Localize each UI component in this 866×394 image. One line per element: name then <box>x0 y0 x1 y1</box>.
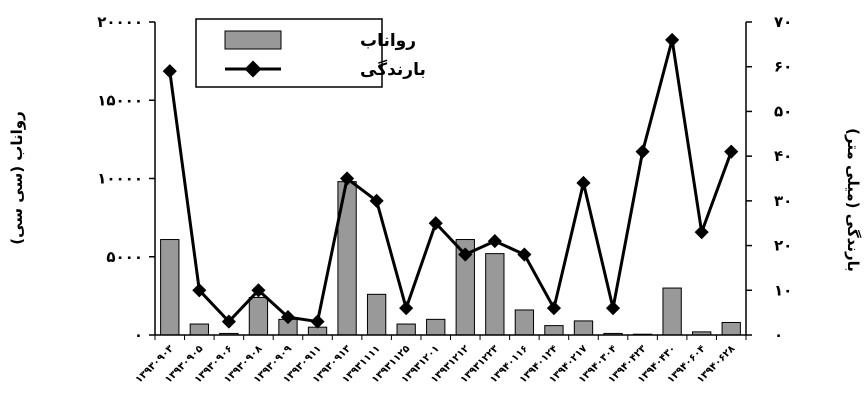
point <box>192 283 207 298</box>
bar <box>160 239 180 336</box>
axis-titles: رواناب (سی سی) بارندگی (میلی متر) <box>8 111 862 272</box>
bar <box>721 321 741 336</box>
legend-line-marker <box>244 60 262 78</box>
right-tick-label: ۶۰ <box>774 58 792 76</box>
point <box>369 193 384 208</box>
point <box>546 301 561 316</box>
point <box>517 247 532 262</box>
point <box>724 144 739 159</box>
right-tick-label: ۲۰ <box>774 237 792 255</box>
point <box>665 32 680 47</box>
point <box>162 64 177 79</box>
right-tick-label: ۱۰ <box>774 281 792 299</box>
point <box>635 144 650 159</box>
left-tick-label: ۱۵۰۰۰ <box>97 91 143 109</box>
point <box>340 171 355 186</box>
x-axis-ticks: ۱۳۹۳۰۹۰۳۱۳۹۳۰۹۰۵۱۳۹۳۰۹۰۶۱۳۹۳۰۹۰۸۱۳۹۳۰۹۰۹… <box>134 343 738 385</box>
legend-bar-swatch <box>224 30 282 50</box>
point <box>221 314 236 329</box>
point <box>694 225 709 240</box>
right-axis-ticks: ۰ ۱۰ ۲۰ ۳۰ ۴۰ ۵۰ ۶۰ ۷۰ <box>746 13 792 344</box>
right-tick-label: ۷۰ <box>774 13 792 31</box>
point <box>458 247 473 262</box>
series-line <box>168 39 733 324</box>
line-series <box>162 32 739 329</box>
bar <box>514 309 535 336</box>
point <box>576 175 591 191</box>
right-tick-label: ۵۰ <box>774 102 792 120</box>
left-axis-title: رواناب (سی سی) <box>8 111 26 244</box>
legend-box <box>195 18 383 88</box>
left-axis-ticks: ۰ ۵۰۰۰ ۱۰۰۰۰ ۱۵۰۰۰ ۲۰۰۰۰ <box>97 13 155 344</box>
bar <box>189 323 209 336</box>
point <box>428 216 443 231</box>
left-tick-label: ۱۰۰۰۰ <box>97 170 143 188</box>
right-tick-label: ۰ <box>774 326 783 344</box>
point <box>605 301 621 316</box>
bar <box>366 293 387 336</box>
point <box>310 314 325 329</box>
right-tick-label: ۳۰ <box>774 192 792 210</box>
point <box>280 310 296 325</box>
legend-line-label: بارندگی <box>360 59 426 80</box>
bar <box>485 253 505 336</box>
bar-series <box>160 181 741 336</box>
right-tick-label: ۴۰ <box>774 147 792 165</box>
left-tick-label: ۵۰۰۰ <box>106 248 143 266</box>
legend: رواناب بارندگی <box>195 18 426 88</box>
bar <box>662 287 682 336</box>
left-tick-label: ۰ <box>134 326 143 344</box>
bar <box>573 320 594 336</box>
point <box>399 301 414 316</box>
bar <box>544 325 564 336</box>
legend-bar-label: رواناب <box>360 31 416 51</box>
bar <box>396 323 416 336</box>
bar <box>248 296 269 336</box>
left-tick-label: ۲۰۰۰۰ <box>97 13 143 31</box>
right-axis-title: بارندگی (میلی متر) <box>844 128 862 272</box>
bar <box>426 318 446 336</box>
point <box>487 234 502 249</box>
